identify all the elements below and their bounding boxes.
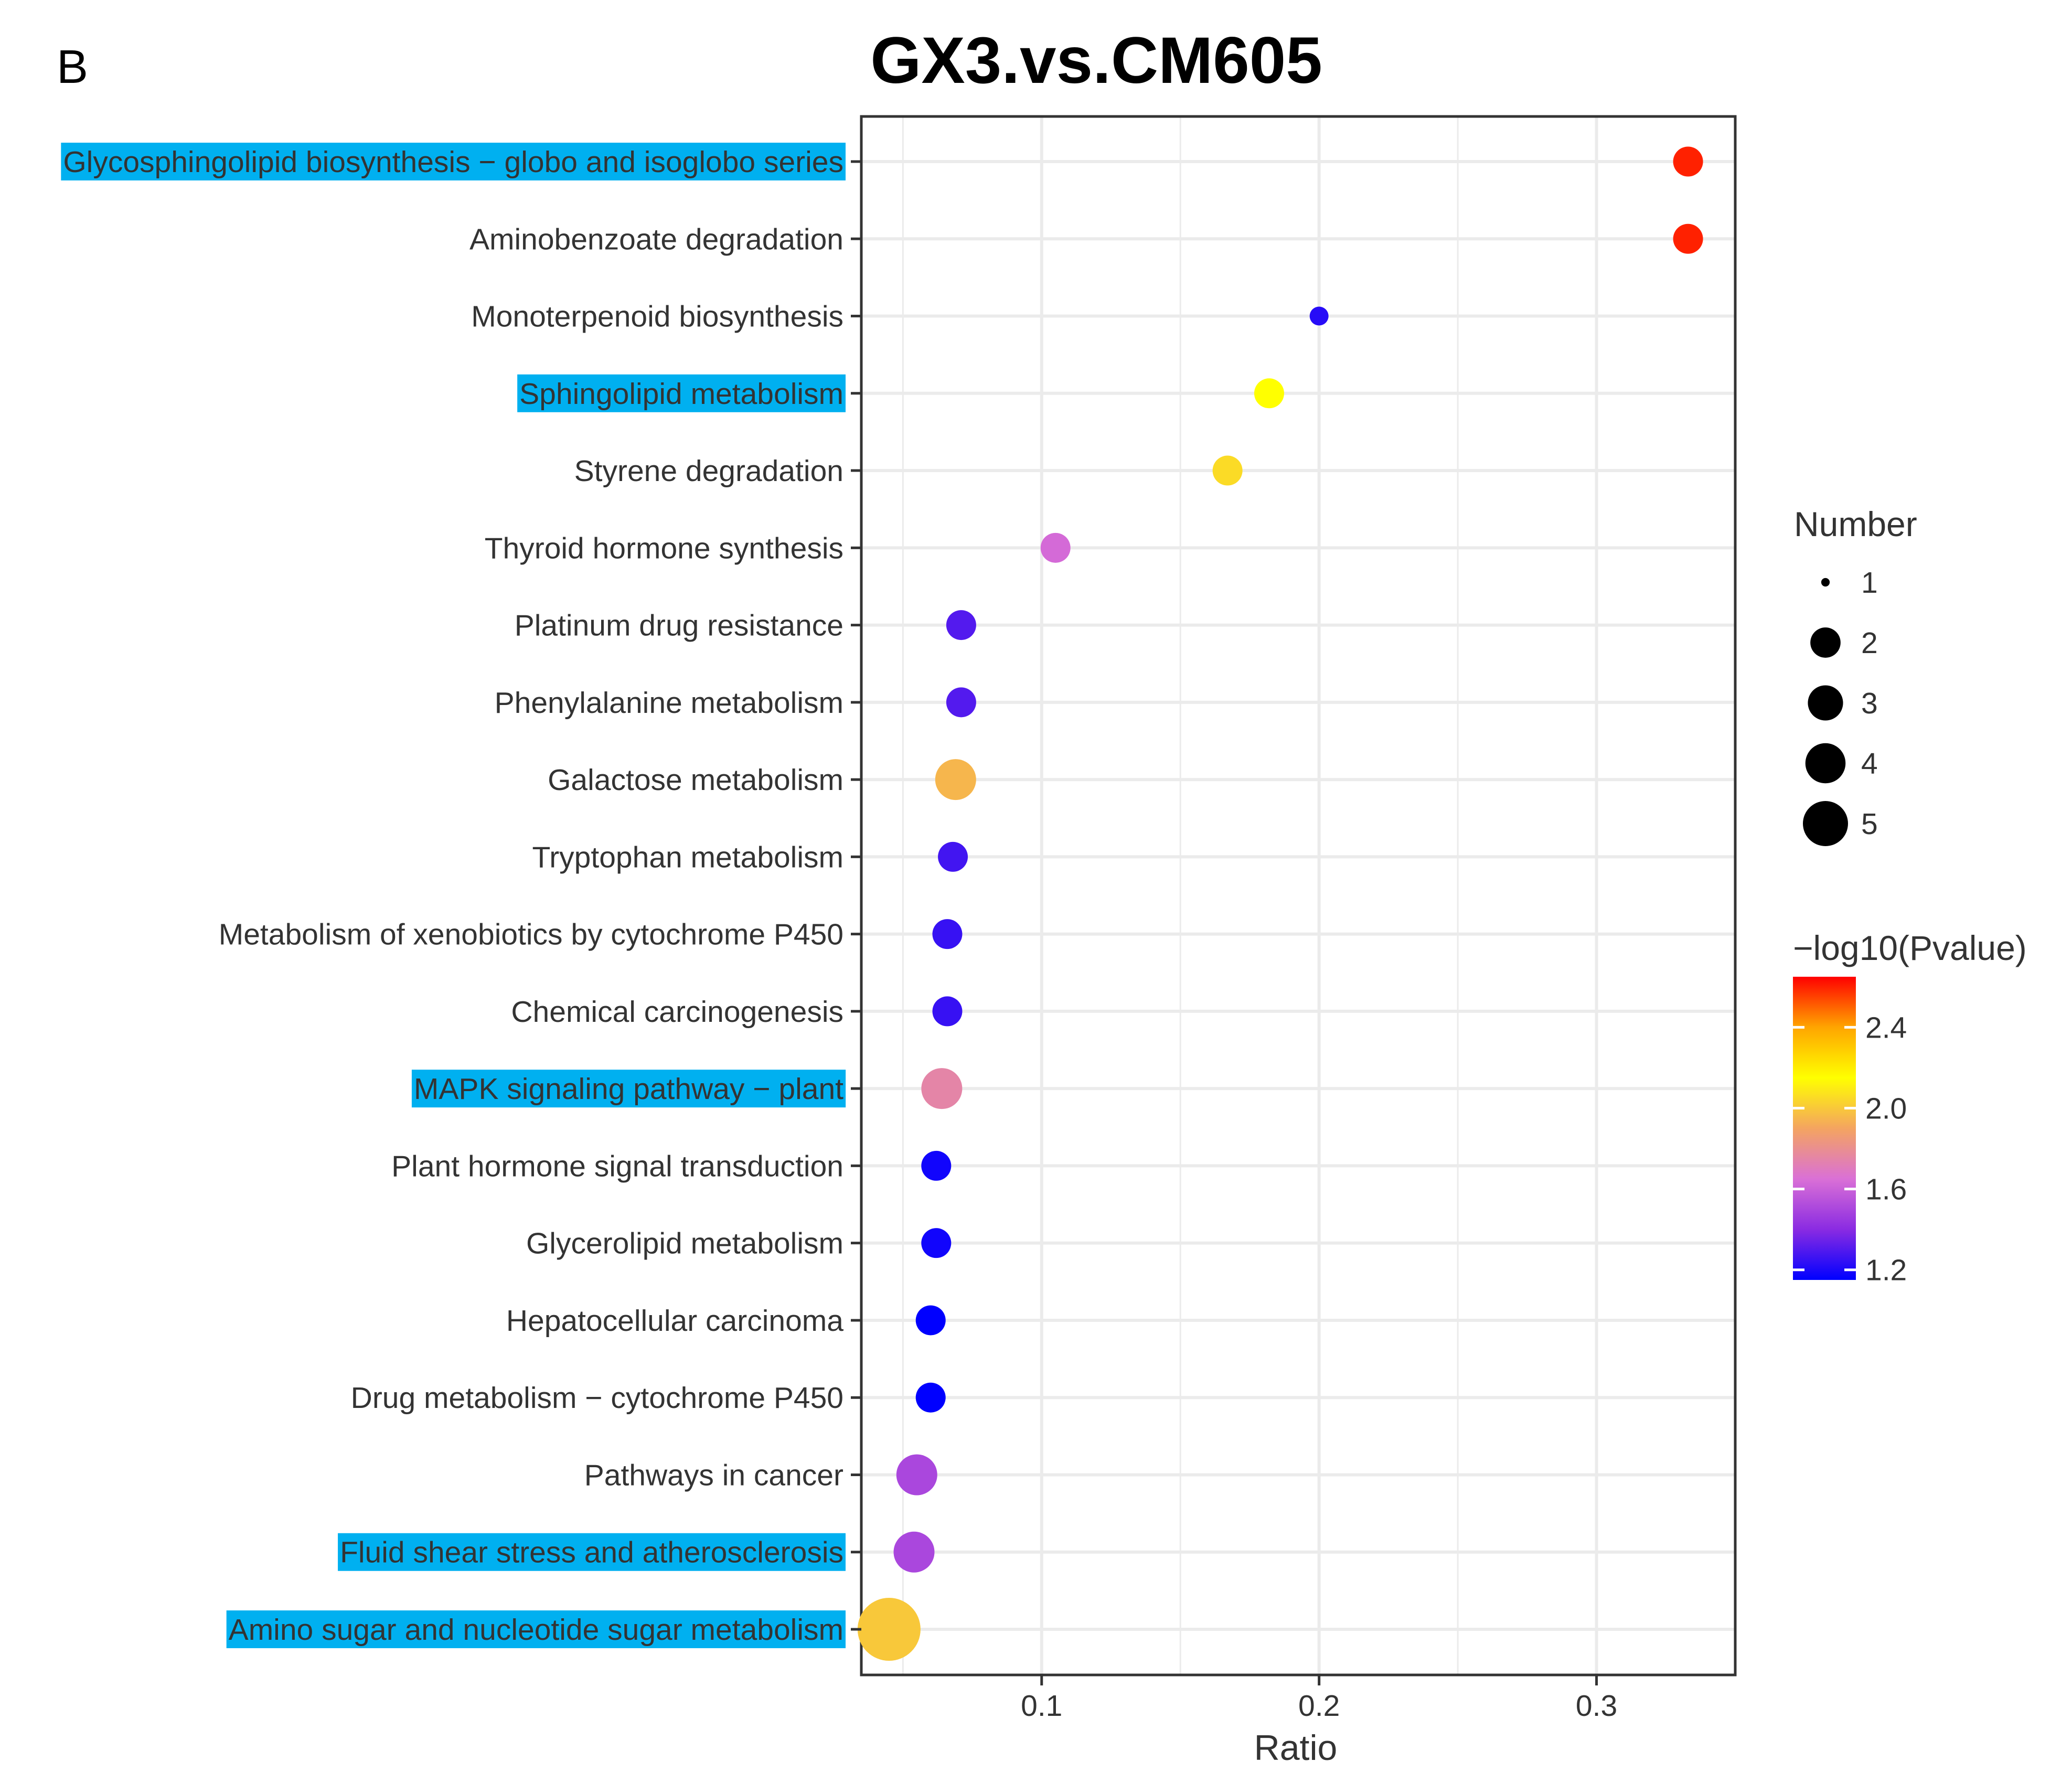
y-tick-label: Phenylalanine metabolism: [495, 686, 843, 720]
size-legend-key: [1803, 801, 1848, 846]
data-point: [921, 1228, 952, 1258]
y-axis-labels: Glycosphingolipid biosynthesis − globo a…: [61, 143, 861, 1648]
data-point: [946, 687, 976, 718]
data-point: [1673, 146, 1703, 177]
y-tick-label: Thyroid hormone synthesis: [485, 531, 843, 565]
y-tick-label: Tryptophan metabolism: [532, 840, 844, 874]
y-tick-label: Platinum drug resistance: [515, 609, 843, 643]
y-tick-label: MAPK signaling pathway − plant: [414, 1072, 843, 1106]
color-bar: [1793, 977, 1856, 1280]
data-point: [915, 1382, 946, 1413]
color-bar-label: 2.4: [1865, 1011, 1907, 1044]
data-point: [921, 1150, 952, 1181]
y-tick-label: Chemical carcinogenesis: [511, 995, 843, 1029]
x-tick-label: 0.3: [1576, 1689, 1617, 1723]
panel-letter: B: [57, 41, 88, 93]
y-tick-label: Drug metabolism − cytochrome P450: [351, 1381, 843, 1415]
size-legend-label: 4: [1861, 747, 1878, 781]
size-legend-label: 1: [1861, 566, 1878, 600]
y-tick-label: Aminobenzoate degradation: [469, 222, 843, 256]
label-highlight: [517, 374, 846, 412]
data-point: [935, 759, 976, 800]
data-point: [1212, 455, 1243, 486]
color-legend: −log10(Pvalue) 1.2 1.6 2.0 2.4: [1793, 928, 2027, 1287]
x-tick-label: 0.1: [1021, 1689, 1062, 1723]
y-tick-label: Glycerolipid metabolism: [526, 1227, 843, 1261]
data-point: [1309, 306, 1329, 326]
y-tick-label: Glycosphingolipid biosynthesis − globo a…: [63, 145, 843, 179]
y-tick-label: Pathways in cancer: [584, 1458, 843, 1492]
plot-area: [857, 115, 1737, 1677]
size-legend-key: [1805, 743, 1846, 784]
data-point: [938, 841, 968, 872]
y-tick-label: Styrene degradation: [574, 454, 843, 488]
data-point: [932, 996, 963, 1027]
data-point: [915, 1305, 946, 1336]
y-tick-label: Sphingolipid metabolism: [519, 377, 843, 411]
size-legend-key: [1810, 627, 1841, 658]
data-point: [1254, 378, 1284, 409]
size-legend-title: Number: [1794, 505, 1917, 543]
plot-border: [860, 115, 1737, 1677]
data-point: [1673, 223, 1703, 254]
y-tick-label: Galactose metabolism: [548, 763, 843, 797]
label-highlight: [226, 1610, 846, 1648]
label-highlight: [61, 143, 846, 180]
color-bar-label: 2.0: [1865, 1092, 1907, 1125]
x-axis: 0.1 0.2 0.3: [1021, 1675, 1617, 1723]
data-point: [893, 1531, 935, 1573]
size-legend: Number 1 2 3 4 5: [1794, 505, 1917, 846]
data-point: [1040, 532, 1071, 563]
x-tick-label: 0.2: [1298, 1689, 1340, 1723]
y-tick-label: Plant hormone signal transduction: [391, 1149, 843, 1183]
x-axis-title: Ratio: [1254, 1728, 1338, 1768]
data-point: [857, 1598, 921, 1661]
y-tick-label: Monoterpenoid biosynthesis: [471, 300, 843, 334]
color-legend-title: −log10(Pvalue): [1793, 928, 2027, 967]
data-point: [946, 610, 976, 640]
data-point: [896, 1454, 937, 1496]
size-legend-label: 5: [1861, 807, 1878, 841]
color-bar-label: 1.6: [1865, 1173, 1907, 1207]
label-highlight: [411, 1070, 846, 1108]
y-tick-label: Amino sugar and nucleotide sugar metabol…: [229, 1613, 843, 1647]
size-legend-key: [1821, 578, 1830, 587]
label-highlight: [338, 1533, 846, 1571]
y-tick-label: Fluid shear stress and atherosclerosis: [340, 1536, 843, 1570]
y-tick-label: Metabolism of xenobiotics by cytochrome …: [219, 918, 843, 952]
color-bar-label: 1.2: [1865, 1254, 1907, 1287]
y-tick-label: Hepatocellular carcinoma: [506, 1304, 843, 1338]
size-legend-label: 3: [1861, 687, 1878, 720]
size-legend-label: 2: [1861, 626, 1878, 660]
data-point: [932, 919, 963, 949]
size-legend-key: [1808, 685, 1843, 721]
chart-title: GX3.vs.CM605: [870, 24, 1322, 97]
data-point: [921, 1068, 963, 1109]
